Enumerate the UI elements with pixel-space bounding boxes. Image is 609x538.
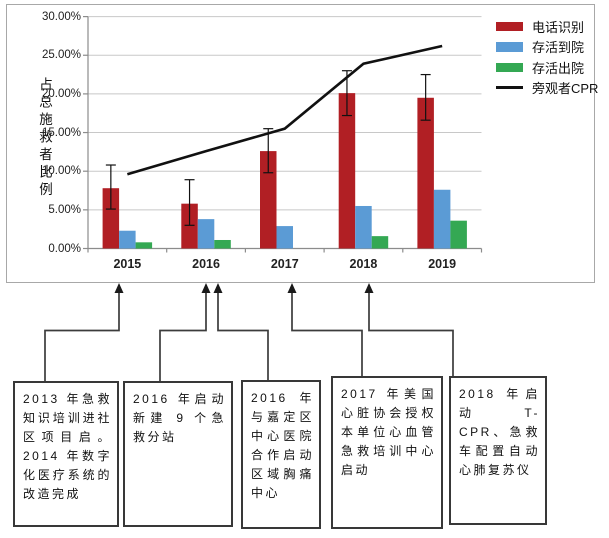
bar-survival-to-hospital-2018 bbox=[355, 205, 372, 249]
y-tick-label: 25.00% bbox=[41, 49, 81, 62]
legend-label: 存活出院 bbox=[532, 60, 585, 76]
legend-label: 旁观者CPR bbox=[532, 81, 599, 97]
bar-survival-to-hospital-2019 bbox=[433, 189, 451, 249]
legend-item-bystander-cpr: 旁观者CPR bbox=[496, 78, 598, 99]
y-tick-label: 5.00% bbox=[48, 203, 81, 216]
legend-item-phone-recognition: 电话识别 bbox=[496, 16, 598, 37]
bar-phone-recognition-2017 bbox=[260, 151, 277, 249]
annotation-box-2015: 2013 年急救知识培训进社区项目启。2014 年数字化医疗系统的改造完成 bbox=[13, 381, 119, 527]
legend-item-survival-to-hospital: 存活到院 bbox=[496, 37, 598, 58]
x-category-label: 2018 bbox=[349, 256, 378, 271]
bar-phone-recognition-2015 bbox=[102, 188, 120, 249]
x-category-label: 2015 bbox=[113, 256, 142, 271]
legend-swatch-survival-to-hospital bbox=[496, 42, 523, 52]
error-bar-2017 bbox=[263, 128, 274, 174]
x-category-label: 2016 bbox=[192, 256, 220, 271]
connector-arrowhead-2016 bbox=[201, 283, 211, 293]
connector-arrowhead-2015 bbox=[114, 283, 124, 293]
x-category-label: 2017 bbox=[270, 256, 299, 271]
bar-survival-to-discharge-2016 bbox=[214, 239, 231, 249]
y-tick-label: 15.00% bbox=[41, 126, 81, 139]
y-tick-label: 30.00% bbox=[41, 10, 81, 23]
bar-survival-to-discharge-2019 bbox=[450, 220, 467, 249]
x-category-label: 2019 bbox=[428, 256, 457, 271]
bar-phone-recognition-2019 bbox=[417, 97, 434, 249]
bar-survival-to-hospital-2017 bbox=[276, 226, 293, 249]
connector-line-2016 bbox=[159, 290, 207, 381]
legend-swatch-phone-recognition bbox=[496, 21, 523, 31]
bar-survival-to-hospital-2016 bbox=[197, 219, 215, 249]
connector-line-2018 bbox=[368, 290, 454, 376]
connector-arrowhead-2018 bbox=[364, 283, 374, 293]
chart-panel: 占总施救者比例 30.00% 25.00% 20.00% 15.00% 10.00% 5.… bbox=[6, 4, 598, 283]
connector-line-2016 bbox=[217, 290, 269, 380]
legend-label: 电话识别 bbox=[532, 19, 585, 35]
connector-line-2017 bbox=[291, 290, 363, 376]
error-bar-2015 bbox=[105, 164, 116, 210]
line-bystander-cpr bbox=[126, 44, 443, 176]
y-axis-title: 占总施救者比例 bbox=[37, 77, 52, 200]
legend-swatch-survival-to-discharge bbox=[496, 62, 523, 72]
annotation-box-2016: 2016 年启动新建 9 个急救分站 bbox=[123, 381, 233, 527]
bar-survival-to-discharge-2015 bbox=[135, 242, 153, 249]
legend-label: 存活到院 bbox=[532, 40, 585, 56]
bar-phone-recognition-2016 bbox=[181, 203, 198, 249]
legend: 电话识别存活到院存活出院旁观者CPR bbox=[496, 16, 598, 98]
connector-line-2015 bbox=[44, 290, 120, 381]
annotation-box-2018: 2018 年启动 T-CPR、急救车配置自动心肺复苏仪 bbox=[449, 376, 547, 525]
y-tick-label: 10.00% bbox=[41, 165, 81, 178]
bar-survival-to-discharge-2018 bbox=[371, 236, 389, 249]
annotation-box-2016: 2016 年与嘉定区中心医院合作启动区域胸痛中心 bbox=[241, 380, 321, 529]
annotation-box-2017: 2017 年美国心脏协会授权本单位心血管急救培训中心启动 bbox=[331, 376, 443, 529]
bar-phone-recognition-2018 bbox=[338, 93, 356, 249]
chart-plot-svg bbox=[83, 15, 483, 253]
y-tick-label: 20.00% bbox=[41, 87, 81, 100]
bar-survival-to-hospital-2015 bbox=[119, 230, 136, 249]
legend-swatch-bystander-cpr bbox=[496, 86, 523, 90]
connector-arrowhead-2017 bbox=[287, 283, 297, 293]
legend-item-survival-to-discharge: 存活出院 bbox=[496, 57, 598, 78]
error-bar-2019 bbox=[420, 73, 431, 121]
error-bar-2016 bbox=[184, 179, 195, 226]
connector-arrowhead-2016 bbox=[213, 283, 223, 293]
y-tick-label: 0.00% bbox=[48, 242, 81, 255]
